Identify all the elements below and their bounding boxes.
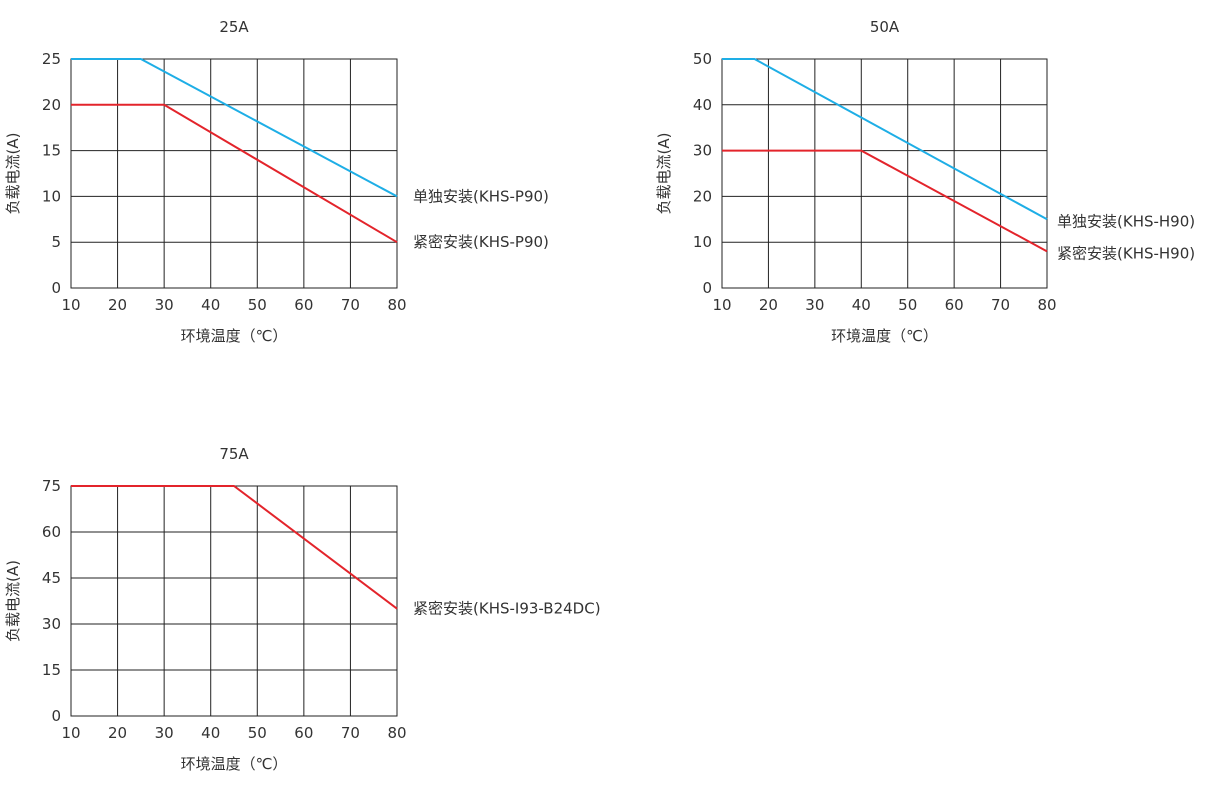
series-line-blue: [71, 58, 398, 198]
y-tick-label: 0: [702, 279, 712, 297]
x-tick-label: 70: [341, 724, 360, 742]
x-tick-label: 70: [341, 296, 360, 314]
chart-title: 25A: [219, 18, 249, 36]
series-label: 紧密安装(KHS-H90): [1057, 244, 1195, 262]
series-label: 单独安装(KHS-H90): [1057, 212, 1195, 230]
chart-panel-0: 10 20 30 40 50 60 70 80 0 5 10 15 20 25 25A 环境温度（℃） 负载电流…: [4, 18, 549, 345]
series-label: 紧密安装(KHS-I93-B24DC): [413, 600, 601, 618]
x-tick-label: 60: [945, 296, 964, 314]
x-tick-label: 30: [805, 296, 824, 314]
series-line-red: [71, 103, 398, 244]
x-tick-label: 10: [61, 724, 80, 742]
y-tick-label: 5: [51, 233, 61, 251]
series-label: 紧密安装(KHS-P90): [413, 233, 549, 251]
chart-panel-1: 10 20 30 40 50 60 70 800102030405050A环境温度（℃）负载电…: [655, 18, 1195, 345]
x-tick-label: 40: [852, 296, 871, 314]
x-tick-label: 20: [108, 724, 127, 742]
series-line-red: [71, 485, 398, 610]
x-tick-label: 80: [1037, 296, 1056, 314]
plot-frame: [70, 485, 398, 717]
y-tick-label: 20: [42, 96, 61, 114]
y-tick-label: 10: [42, 187, 61, 205]
x-tick-label: 30: [155, 724, 174, 742]
x-tick-label: 10: [712, 296, 731, 314]
y-tick-label: 20: [693, 187, 712, 205]
y-tick-label: 15: [42, 142, 61, 160]
x-tick-label: 70: [991, 296, 1010, 314]
x-tick-label: 50: [898, 296, 917, 314]
x-axis-label: 环境温度（℃）: [181, 327, 288, 345]
y-tick-label: 30: [693, 142, 712, 160]
y-tick-label: 15: [42, 661, 61, 679]
chart-title: 75A: [219, 445, 249, 463]
chart-title: 50A: [870, 18, 900, 36]
x-axis-label: 环境温度（℃）: [181, 755, 288, 773]
y-axis-label: 负载电流(A): [4, 560, 22, 642]
series-label: 单独安装(KHS-P90): [413, 187, 549, 205]
y-axis-label: 负载电流(A): [4, 133, 22, 215]
plot-frame: [70, 58, 398, 289]
x-axis-label: 环境温度（℃）: [831, 327, 938, 345]
x-tick-label: 50: [248, 724, 267, 742]
y-tick-label: 0: [51, 279, 61, 297]
x-tick-label: 20: [108, 296, 127, 314]
y-axis-label: 负载电流(A): [655, 133, 673, 215]
series-line-blue: [722, 58, 1048, 221]
x-tick-label: 60: [294, 296, 313, 314]
y-tick-label: 40: [693, 96, 712, 114]
y-tick-label: 50: [693, 50, 712, 68]
x-tick-label: 20: [759, 296, 778, 314]
x-tick-label: 10: [61, 296, 80, 314]
chart-panel-2: 10 20 30 40 50 60 70 80 0 15 30 45 60 75 75A 环境温度（℃） 负载电…: [4, 445, 601, 773]
y-tick-label: 0: [51, 707, 61, 725]
y-tick-label: 10: [693, 233, 712, 251]
x-tick-label: 40: [201, 724, 220, 742]
x-tick-label: 50: [248, 296, 267, 314]
y-tick-label: 30: [42, 615, 61, 633]
x-tick-label: 80: [387, 724, 406, 742]
plot-frame: [721, 58, 1048, 289]
x-tick-label: 60: [294, 724, 313, 742]
y-tick-label: 60: [42, 523, 61, 541]
x-tick-label: 40: [201, 296, 220, 314]
y-tick-label: 45: [42, 569, 61, 587]
series-line-red: [722, 149, 1048, 253]
x-tick-label: 80: [387, 296, 406, 314]
y-tick-label: 25: [42, 50, 61, 68]
x-tick-label: 30: [155, 296, 174, 314]
y-tick-label: 75: [42, 477, 61, 495]
